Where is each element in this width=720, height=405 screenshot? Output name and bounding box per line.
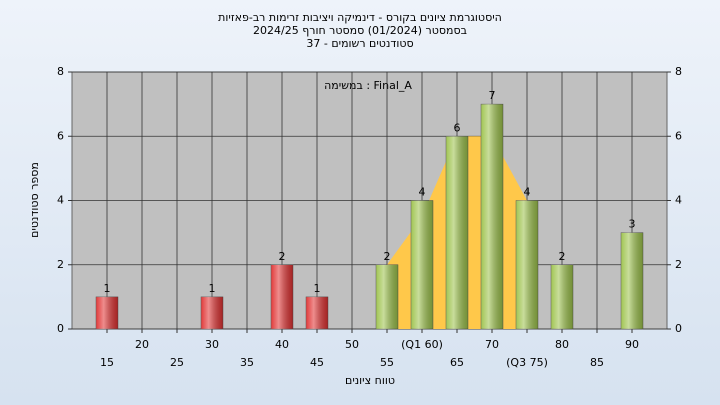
data-label: 2 [279, 250, 286, 263]
data-label: 7 [489, 89, 496, 102]
x-axis-label: טווח ציונים [345, 374, 395, 387]
chart-title: היסטוגרמת ציונים בקורס - דינמיקה ויציבות… [218, 11, 502, 24]
x-tick-label: 90 [625, 338, 639, 351]
y2-tick-label: 4 [675, 194, 682, 207]
x-tick-label: 65 [450, 356, 464, 369]
y-axis-label: מספר סטודנטים [28, 162, 41, 238]
bar-shine [201, 296, 223, 329]
x-tick-label: (Q3 75) [506, 356, 548, 369]
bar-shine [621, 232, 643, 329]
annotation: במשימה : Final_A [324, 79, 412, 92]
bar-shine [411, 200, 433, 329]
x-tick-label: 80 [555, 338, 569, 351]
y-tick-label: 8 [57, 65, 64, 78]
chart-subtitle: סטודנטים רשומים - 37 [306, 37, 413, 50]
y-tick-label: 0 [57, 322, 64, 335]
bar-shine [446, 136, 468, 329]
chart-subtitle: בסמסטר (01/2024) סמסטר חורף 2024/25 [253, 24, 467, 37]
x-tick-label: 35 [240, 356, 254, 369]
data-label: 4 [419, 186, 426, 199]
bar-shine [376, 264, 398, 329]
y-tick-label: 2 [57, 258, 64, 271]
bar-shine [96, 296, 118, 329]
data-label: 1 [314, 282, 321, 295]
data-label: 4 [524, 186, 531, 199]
x-tick-label: 70 [485, 338, 499, 351]
data-label: 1 [209, 282, 216, 295]
bar-shine [516, 200, 538, 329]
x-tick-label: 45 [310, 356, 324, 369]
y2-tick-label: 0 [675, 322, 682, 335]
y-tick-label: 6 [57, 129, 64, 142]
data-label: 6 [454, 121, 461, 134]
y2-tick-label: 6 [675, 129, 682, 142]
bar-shine [271, 264, 293, 329]
data-label: 1 [104, 282, 111, 295]
x-tick-label: (Q1 60) [401, 338, 443, 351]
data-label: 2 [559, 250, 566, 263]
x-tick-label: 30 [205, 338, 219, 351]
x-tick-label: 55 [380, 356, 394, 369]
x-tick-label: 15 [100, 356, 114, 369]
x-tick-label: 50 [345, 338, 359, 351]
x-tick-label: 85 [590, 356, 604, 369]
bar-shine [306, 296, 328, 329]
x-tick-label: 40 [275, 338, 289, 351]
bar-shine [481, 104, 503, 329]
y2-tick-label: 8 [675, 65, 682, 78]
y2-tick-label: 2 [675, 258, 682, 271]
x-tick-label: 25 [170, 356, 184, 369]
bar-shine [551, 264, 573, 329]
data-label: 2 [384, 250, 391, 263]
y-tick-label: 4 [57, 194, 64, 207]
data-label: 3 [629, 218, 636, 231]
x-tick-label: 20 [135, 338, 149, 351]
